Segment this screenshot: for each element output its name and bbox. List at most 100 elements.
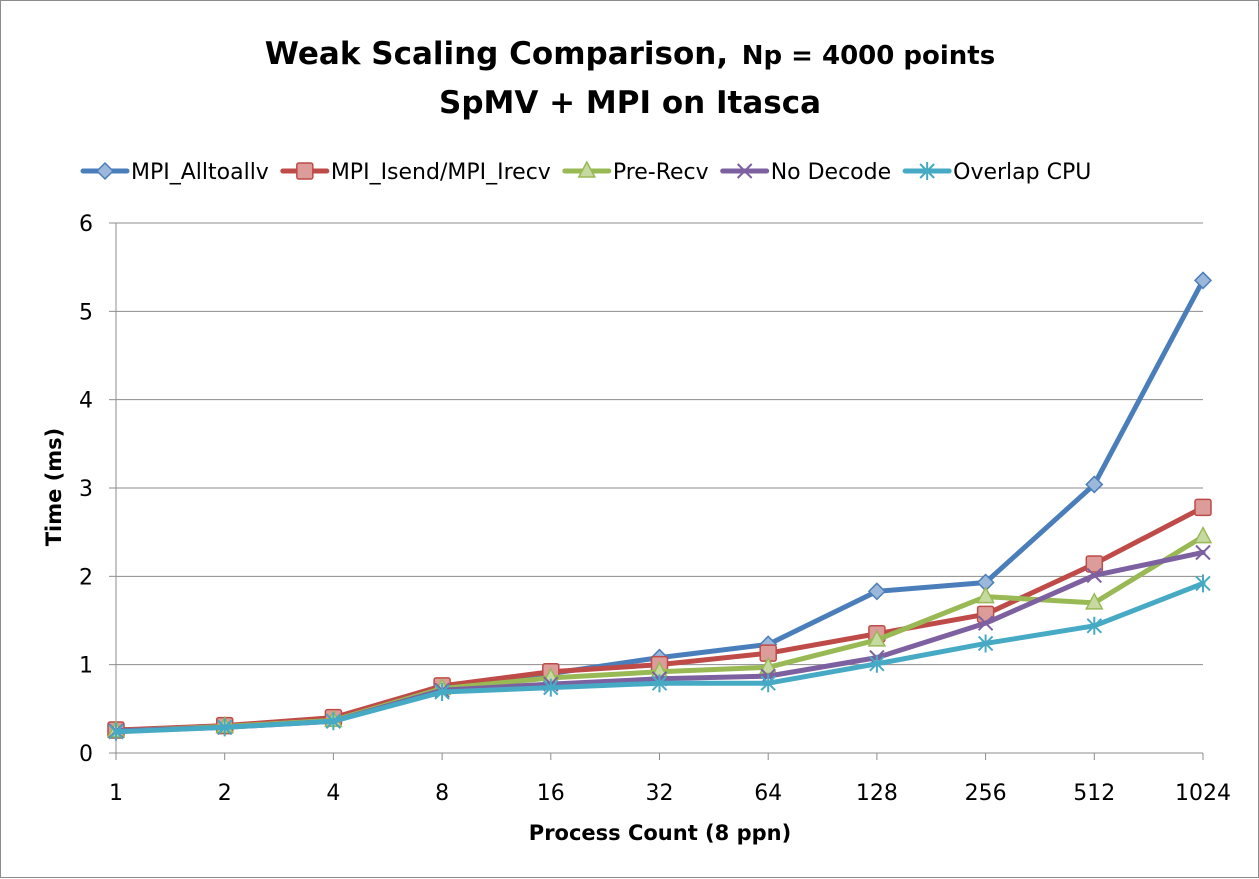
data-point-no-decode-1024-shape [1195,544,1211,561]
legend-item-no-decode: No Decode [720,160,891,185]
legend-item-mpi-isend-mpi-irecv: MPI_Isend/MPI_Irecv [280,160,551,185]
y-tick-label-0: 0 [79,742,93,767]
data-point-overlap-cpu-32: Overlap CPU @ 32: 0.79 [651,674,668,693]
data-point-overlap-cpu-512: Overlap CPU @ 512: 1.44 [1086,616,1103,635]
y-tick-label-3: 3 [79,477,93,502]
series-line-no-decode [113,549,1206,734]
series-no-decode: No Decode @ 1: 0.25No Decode @ 2: 0.29No… [108,544,1211,739]
data-point-mpi-alltoallv-128-shape [867,582,886,601]
data-point-no-decode-256-shape [977,615,994,631]
data-point-pre-recv-64: Pre-Recv @ 64: 0.97 [758,656,778,675]
data-point-mpi-isend-mpi-irecv-512: MPI_Isend/MPI_Irecv @ 512: 2.14 [1085,555,1104,573]
y-tick-label-1: 1 [79,654,93,679]
data-point-no-decode-256: No Decode @ 256: 1.47 [977,615,994,631]
series-overlap-cpu: Overlap CPU @ 1: 0.24 Overlap CPU @ 2: 0.… [108,574,1211,741]
data-point-pre-recv-1024: Pre-Recv @ 1024: 2.45 [1193,525,1213,544]
x-tick-label-2: 2 [218,781,232,806]
data-point-mpi-alltoallv-1024-shape [1193,271,1213,290]
data-point-pre-recv-128-shape [867,629,887,647]
series-line-mpi-isend-mpi-irecv [113,504,1206,733]
data-point-overlap-cpu-2: Overlap CPU @ 2: 0.29 [216,718,233,737]
data-point-overlap-cpu-1: Overlap CPU @ 1: 0.24 [108,722,124,741]
legend-label-overlap-cpu: Overlap CPU [953,160,1091,185]
legend-swatch-marker-overlap-cpu [919,162,935,180]
chart-title: Weak Scaling Comparison, Np = 4000 point… [265,36,995,121]
legend-swatch-marker-mpi-alltoallv-shape [95,161,115,181]
data-point-overlap-cpu-32-shape [651,674,668,693]
legend-label-mpi-isend-mpi-irecv: MPI_Isend/MPI_Irecv [331,160,551,185]
legend-swatch-marker-mpi-isend-mpi-irecv-shape [296,162,314,180]
data-point-overlap-cpu-2-shape [216,718,233,737]
legend: MPI_Alltoallv MPI_Isend/MPI_Irecv Pre-Recv… [80,160,1091,185]
data-point-overlap-cpu-1024: Overlap CPU @ 1024: 1.92 [1195,574,1211,593]
legend-item-overlap-cpu: Overlap CPU [902,160,1091,185]
data-point-overlap-cpu-16: Overlap CPU @ 16: 0.74 [543,678,559,697]
data-point-no-decode-1024: No Decode @ 1024: 2.27 [1195,544,1211,561]
data-point-mpi-isend-mpi-irecv-512-shape [1085,555,1104,573]
series-mpi-isend-mpi-irecv: MPI_Isend/MPI_Irecv @ 1: 0.26MPI_Isend/M… [107,498,1212,739]
legend-item-mpi-alltoallv: MPI_Alltoallv [80,160,269,185]
chart-subtitle: SpMV + MPI on Itasca [439,85,821,121]
data-point-no-decode-512-shape [1086,567,1103,584]
x-tick-label-1024: 1024 [1175,781,1231,806]
series-layer: MPI_Alltoallv @ 1: 0.25MPI_Alltoallv @ 2… [106,271,1213,741]
x-tick-label-4: 4 [326,781,340,806]
data-point-mpi-isend-mpi-irecv-1024: MPI_Isend/MPI_Irecv @ 1024: 2.78 [1194,498,1212,517]
data-point-mpi-alltoallv-1024: MPI_Alltoallv @ 1024: 5.35 [1193,271,1213,290]
x-tick-label-64: 64 [754,781,782,806]
legend-label-no-decode: No Decode [771,160,891,185]
data-point-overlap-cpu-64: Overlap CPU @ 64: 0.79 [760,674,776,693]
legend-swatch-marker-pre-recv-shape [577,160,597,178]
data-point-overlap-cpu-16-shape [543,678,559,697]
data-point-overlap-cpu-512-shape [1086,616,1103,635]
data-point-no-decode-512: No Decode @ 512: 2.01 [1086,567,1103,584]
legend-swatch-marker-mpi-isend-mpi-irecv [296,162,314,180]
data-point-overlap-cpu-4: Overlap CPU @ 4: 0.36 [325,712,342,731]
svg-text:Weak Scaling Comparison,: Weak Scaling Comparison, Np = 4000 point… [265,36,995,72]
data-point-overlap-cpu-128-shape [869,654,885,673]
legend-swatch-marker-pre-recv [577,160,597,178]
x-tick-label-32: 32 [646,781,674,806]
data-point-pre-recv-512-shape [1085,592,1104,610]
legend-label-pre-recv: Pre-Recv [613,160,709,185]
y-tick-label-2: 2 [79,565,93,590]
x-tick-label-256: 256 [965,781,1007,806]
x-axis-title: Process Count (8 ppn) [529,821,791,845]
data-point-overlap-cpu-1-shape [108,722,124,741]
data-point-pre-recv-128: Pre-Recv @ 128: 1.28 [867,629,887,647]
x-tick-label-1: 1 [109,781,123,806]
y-axis-title: Time (ms) [42,428,66,547]
y-tick-label-6: 6 [79,212,93,237]
data-point-overlap-cpu-256: Overlap CPU @ 256: 1.24 [977,634,994,653]
legend-swatch-marker-no-decode-shape [736,163,753,179]
legend-swatch-marker-mpi-alltoallv [95,161,115,181]
data-point-pre-recv-256: Pre-Recv @ 256: 1.77 [976,586,995,604]
data-point-pre-recv-1024-shape [1193,525,1213,544]
legend-label-mpi-alltoallv: MPI_Alltoallv [131,160,269,185]
y-tick-label-5: 5 [79,300,93,325]
data-point-overlap-cpu-8: Overlap CPU @ 8: 0.69 [434,683,450,702]
data-point-overlap-cpu-1024-shape [1195,574,1211,593]
data-point-pre-recv-64-shape [758,656,778,675]
x-tick-label-8: 8 [435,781,449,806]
legend-swatch-marker-overlap-cpu-shape [919,162,935,180]
chart-title-main: Weak Scaling Comparison, [265,36,728,72]
x-tick-label-16: 16 [537,781,565,806]
data-point-overlap-cpu-128: Overlap CPU @ 128: 1.01 [869,654,885,673]
x-tick-label-512: 512 [1073,781,1115,806]
data-point-mpi-isend-mpi-irecv-1024-shape [1194,498,1212,517]
data-point-overlap-cpu-4-shape [325,712,342,731]
chart-title-suffix: Np = 4000 points [742,41,995,71]
data-point-mpi-alltoallv-512-shape [1085,475,1104,494]
data-point-overlap-cpu-8-shape [434,683,450,702]
data-point-mpi-alltoallv-512: MPI_Alltoallv @ 512: 3.04 [1085,475,1104,494]
data-point-pre-recv-512: Pre-Recv @ 512: 1.7 [1085,592,1104,610]
y-tick-label-4: 4 [79,389,93,414]
x-tick-label-128: 128 [856,781,898,806]
data-point-mpi-alltoallv-128: MPI_Alltoallv @ 128: 1.83 [867,582,886,601]
data-point-overlap-cpu-256-shape [977,634,994,653]
data-point-pre-recv-256-shape [976,586,995,604]
